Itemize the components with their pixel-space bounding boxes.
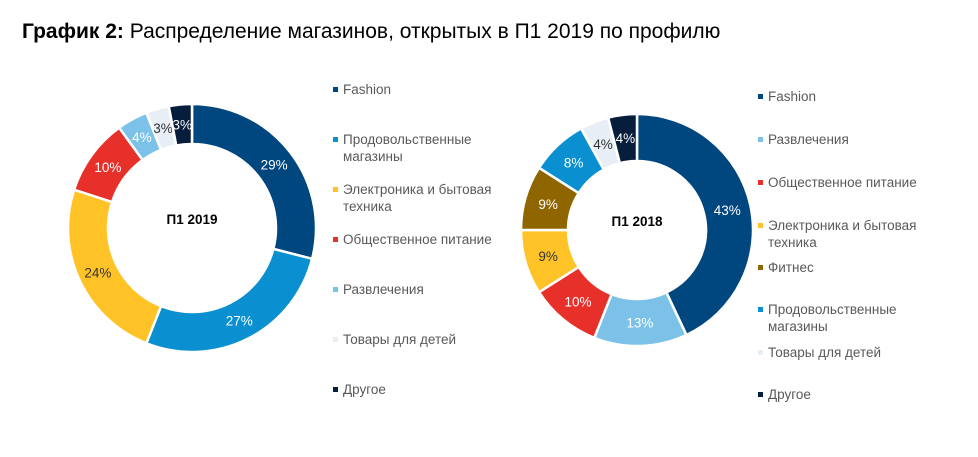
chart-title: График 2: Распределение магазинов, откры… xyxy=(22,20,720,44)
slice-label-0-5: 3% xyxy=(153,121,173,136)
chart-title-rest: Распределение магазинов, открытых в П1 2… xyxy=(123,20,721,43)
legend-swatch xyxy=(333,337,338,342)
slice-label-1-4: 9% xyxy=(538,197,558,212)
legend-label: Другое xyxy=(343,382,386,397)
legend-swatch xyxy=(333,237,338,242)
legend-swatch xyxy=(333,137,338,142)
slice-label-1-7: 4% xyxy=(616,131,636,146)
chart-title-bold: График 2: xyxy=(22,20,124,43)
legend-swatch xyxy=(758,265,763,270)
slice-label-0-1: 27% xyxy=(226,314,253,329)
slice-0-6 xyxy=(167,102,194,147)
slice-label-0-6: 3% xyxy=(172,117,192,132)
slice-label-1-1: 13% xyxy=(626,315,653,330)
legend-label: Общественное питание xyxy=(343,232,492,247)
legend-swatch xyxy=(758,350,763,355)
legend-swatch xyxy=(333,187,338,192)
slice-1-7 xyxy=(606,112,639,165)
legend-label: Развлечения xyxy=(343,282,424,297)
slice-label-1-0: 43% xyxy=(714,203,741,218)
legend-label: Развлечения xyxy=(768,132,849,147)
donut-1: 43% 13% 10% 9% 9% 8% 4% 4% П1 2018 xyxy=(519,112,755,348)
legend-swatch xyxy=(758,137,763,142)
legend-2019: Fashion Продовольственные магазины Электро… xyxy=(333,81,543,401)
center-label-0: П1 2019 xyxy=(167,212,218,227)
legend-swatch xyxy=(333,387,338,392)
legend-label: Электроника и бытовая техника xyxy=(768,218,917,250)
slice-label-0-4: 4% xyxy=(132,130,152,145)
slice-label-0-2: 24% xyxy=(84,265,111,280)
legend-swatch xyxy=(333,87,338,92)
center-label-1: П1 2018 xyxy=(612,214,663,229)
slice-label-1-2: 10% xyxy=(565,294,592,309)
slice-label-0-3: 10% xyxy=(94,160,121,175)
legend-label: Продовольственные магазины xyxy=(768,302,897,334)
legend-label: Товары для детей xyxy=(343,332,457,347)
slice-0-0 xyxy=(190,102,318,261)
legend-label: Другое xyxy=(768,387,811,402)
donut-0: 29%27%24%10%4%3% 3%П1 2019 xyxy=(66,102,318,354)
legend-label: Фитнес xyxy=(768,260,814,275)
slice-0-2 xyxy=(66,188,163,345)
legend-swatch xyxy=(758,307,763,312)
legend-label: Общественное питание xyxy=(768,175,917,190)
slice-label-1-5: 8% xyxy=(564,156,584,171)
legend-label: Товары для детей xyxy=(768,345,882,360)
legend-label: Fashion xyxy=(343,82,392,97)
legend-label: Электроника и бытовая техника xyxy=(343,182,492,214)
slice-label-0-0: 29% xyxy=(261,157,288,172)
legend-label: Продовольственные магазины xyxy=(343,132,472,164)
slice-label-1-3: 9% xyxy=(538,249,558,264)
legend-label: Fashion xyxy=(768,89,817,104)
legend-swatch xyxy=(333,287,338,292)
slice-label-1-6: 4% xyxy=(593,137,613,152)
slice-0-1 xyxy=(144,247,314,354)
legend-swatch xyxy=(758,223,763,228)
legend-swatch xyxy=(758,94,763,99)
slice-1-0 xyxy=(635,112,755,337)
legend-swatch xyxy=(758,392,763,397)
legend-2018: Fashion Развлечения Общественное питание Эл… xyxy=(758,88,968,408)
legend-swatch xyxy=(758,180,763,185)
